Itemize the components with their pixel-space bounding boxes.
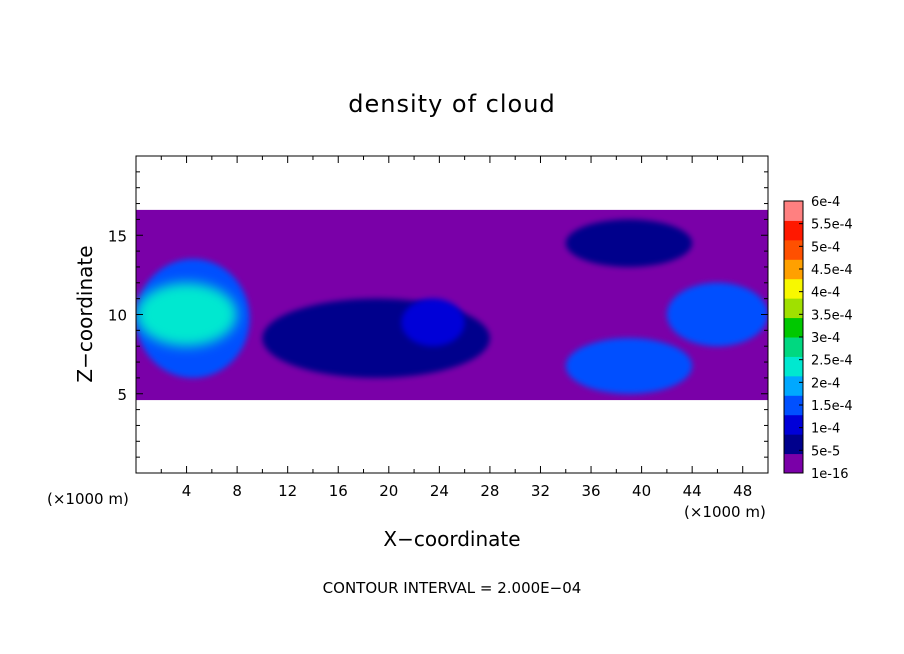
colorbar-label: 1e-16 (811, 467, 849, 482)
colorbar-label: 5e-4 (811, 240, 840, 255)
density-region-upper-right-band (565, 219, 693, 267)
colorbar-swatch (784, 356, 803, 377)
density-region-patch-47 (666, 282, 768, 347)
x-tick-label: 36 (581, 482, 600, 500)
colorbar-swatch (784, 434, 803, 455)
y-unit-label: (×1000 m) (47, 490, 129, 508)
colorbar-swatch (784, 278, 803, 299)
colorbar-label: 3e-4 (811, 331, 840, 346)
density-region-patch-24 (401, 298, 465, 347)
density-field (136, 209, 768, 401)
colorbar-label: 1.5e-4 (811, 399, 853, 414)
density-region-patch-38 (565, 338, 693, 394)
colorbar-label: 4e-4 (811, 286, 840, 301)
colorbar-swatch (784, 395, 803, 416)
x-tick-label: 44 (683, 482, 702, 500)
x-axis-ticks: 4 8 12 16 20 24 28 32 36 40 44 48 (160, 156, 752, 500)
colorbar-swatch (784, 375, 803, 396)
x-tick-label: 12 (278, 482, 297, 500)
x-tick-label: 4 (182, 482, 192, 500)
x-tick-label: 8 (232, 482, 242, 500)
colorbar-label: 5e-5 (811, 444, 840, 459)
colorbar-swatch (784, 259, 803, 280)
colorbar: 1e-16 5e-5 1e-4 1.5e-4 2e-4 2.5e-4 3e-4 3.5e-4 4… (783, 195, 853, 482)
y-tick-label: 10 (108, 307, 127, 325)
x-tick-label: 32 (531, 482, 550, 500)
colorbar-label: 6e-4 (811, 195, 840, 210)
x-tick-label: 20 (379, 482, 398, 500)
y-axis-ticks: 5 10 15 (108, 171, 768, 458)
y-axis-label: Z−coordinate (73, 245, 97, 382)
x-axis-label: X−coordinate (383, 527, 520, 551)
chart-title: density of cloud (348, 90, 555, 118)
x-tick-label: 16 (329, 482, 348, 500)
colorbar-swatch (784, 337, 803, 357)
colorbar-swatch (784, 414, 803, 435)
colorbar-swatch (784, 239, 803, 260)
colorbar-label: 2.5e-4 (811, 354, 853, 369)
x-unit-label: (×1000 m) (684, 503, 766, 521)
density-region-left-core-center (136, 282, 238, 347)
colorbar-swatch (784, 201, 803, 221)
colorbar-swatch (784, 220, 803, 241)
x-tick-label: 24 (430, 482, 449, 500)
y-tick-label: 5 (117, 386, 127, 404)
colorbar-label: 5.5e-4 (811, 218, 853, 233)
colorbar-swatch (784, 298, 803, 319)
x-tick-label: 40 (632, 482, 651, 500)
x-tick-label: 28 (480, 482, 499, 500)
colorbar-swatch (784, 317, 803, 338)
contour-interval-text: CONTOUR INTERVAL = 2.000E−04 (323, 579, 582, 597)
x-tick-label: 48 (733, 482, 752, 500)
colorbar-label: 4.5e-4 (811, 263, 853, 278)
colorbar-label: 3.5e-4 (811, 308, 853, 323)
colorbar-label: 1e-4 (811, 422, 840, 437)
y-tick-label: 15 (108, 227, 127, 245)
colorbar-swatch (784, 453, 803, 474)
colorbar-label: 2e-4 (811, 376, 840, 391)
